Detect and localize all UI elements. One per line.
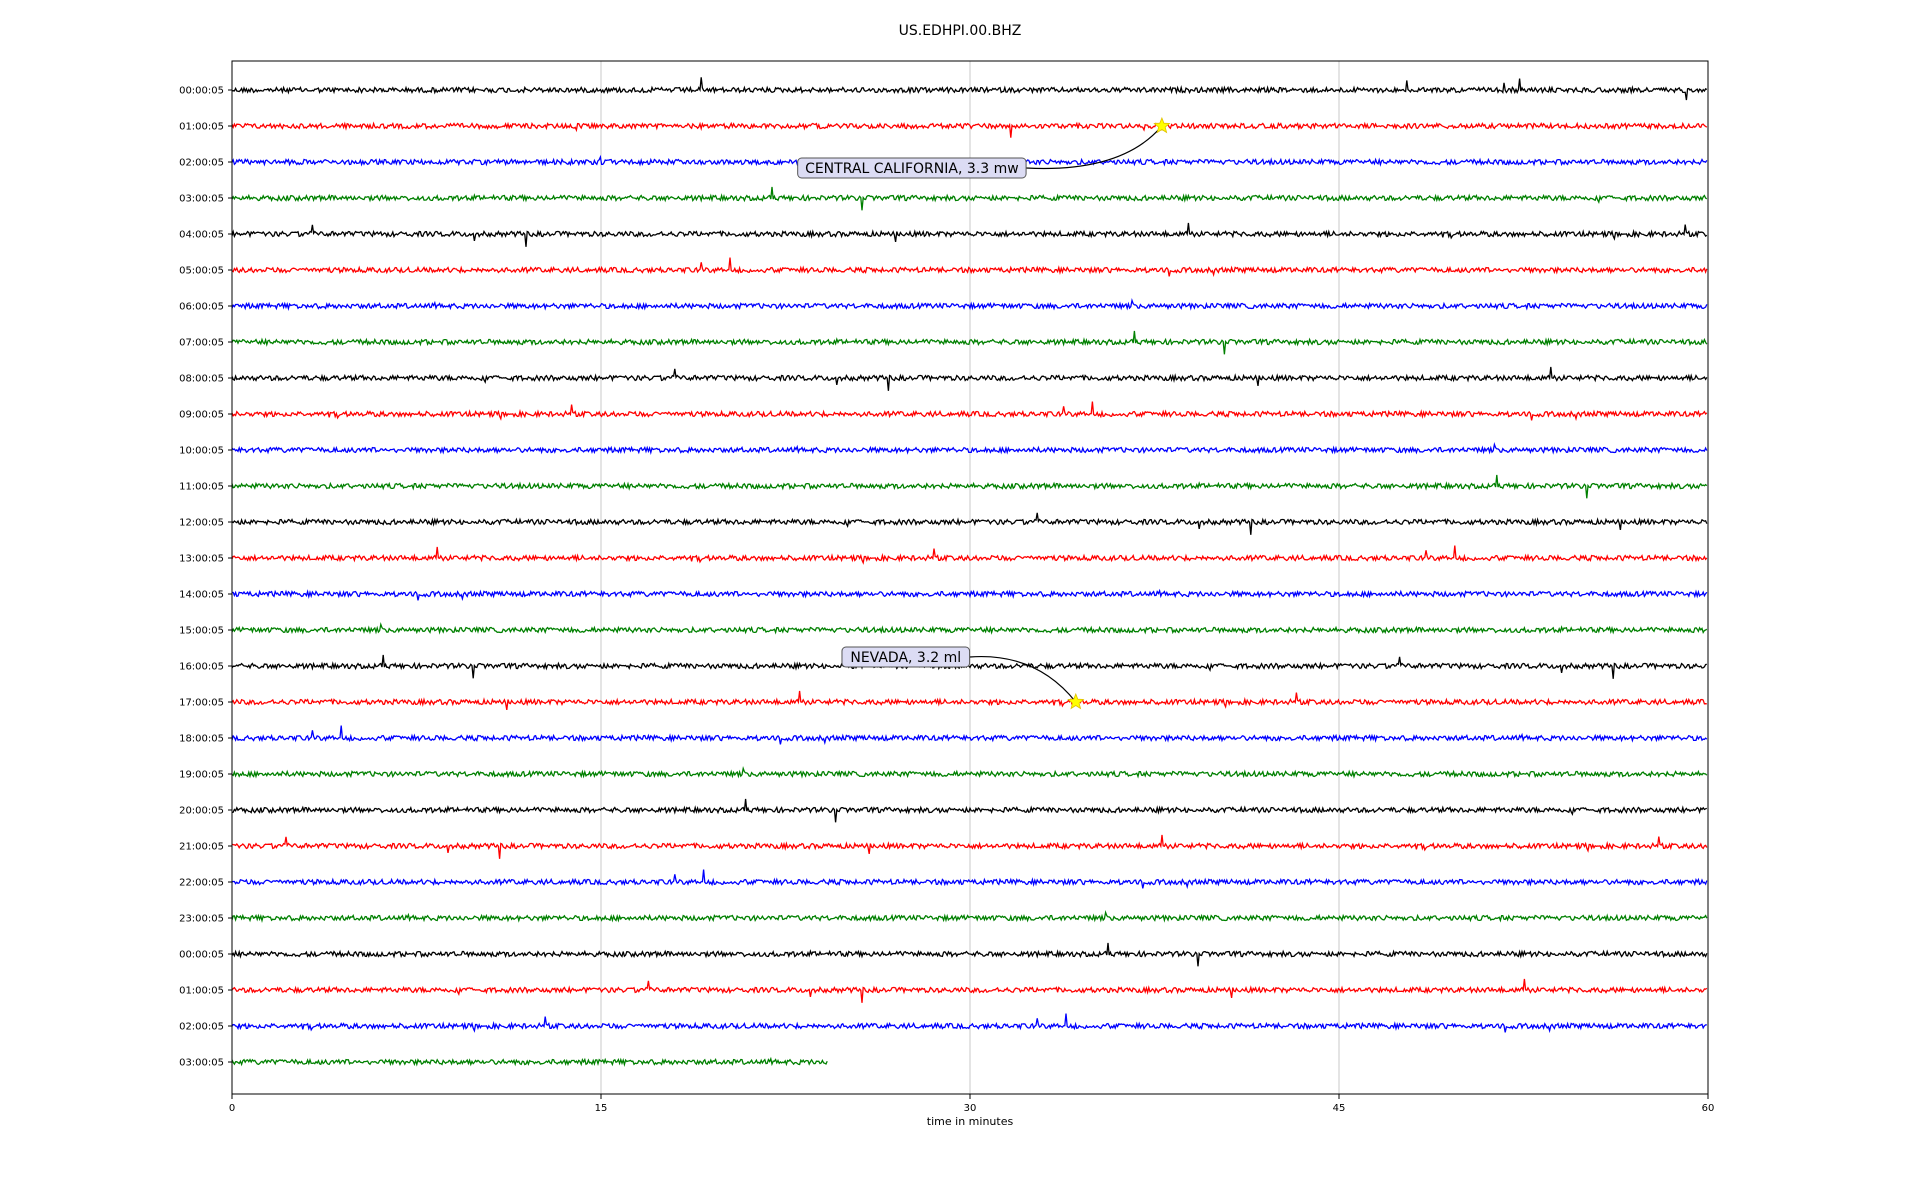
row-time-label: 08:00:05 (179, 374, 224, 385)
row-time-label: 07:00:05 (179, 338, 224, 349)
row-time-label: 02:00:05 (179, 158, 224, 169)
trace-row (231, 909, 1708, 923)
x-tick-label: 15 (595, 1103, 608, 1114)
row-time-label: 18:00:05 (179, 734, 224, 745)
row-time-label: 21:00:05 (179, 842, 224, 853)
row-time-label: 06:00:05 (179, 302, 224, 313)
trace-row (231, 978, 1708, 1003)
trace-row (231, 121, 1708, 138)
event-markers: CENTRAL CALIFORNIA, 3.3 mw NEVADA, 3.2 ml (797, 116, 1171, 710)
row-time-label: 19:00:05 (179, 770, 224, 781)
trace-row (231, 441, 1708, 455)
x-tick-label: 60 (1702, 1103, 1715, 1114)
annotation-leader (969, 655, 1077, 703)
trace-row (231, 1013, 1707, 1034)
row-time-label: 02:00:05 (179, 1022, 224, 1033)
trace-row (231, 654, 1707, 679)
row-time-label: 22:00:05 (179, 878, 224, 889)
trace-row (231, 765, 1708, 779)
event-label: NEVADA, 3.2 ml (850, 650, 961, 666)
trace-row (231, 222, 1708, 247)
row-time-labels: 00:00:05 01:00:05 02:00:05 03:00:05 04:00:05… (179, 86, 232, 1069)
annotation-leader (1026, 125, 1163, 170)
event-label: CENTRAL CALIFORNIA, 3.3 mw (805, 161, 1019, 177)
grid-lines (600, 61, 1340, 1094)
trace-row (231, 297, 1708, 311)
x-tick-label: 45 (1333, 1103, 1346, 1114)
trace-row (231, 512, 1708, 535)
row-time-label: 17:00:05 (179, 698, 224, 709)
row-time-label: 01:00:05 (179, 122, 224, 133)
trace-row (231, 1056, 828, 1067)
row-time-label: 09:00:05 (179, 410, 224, 421)
row-time-label: 00:00:05 (179, 86, 224, 97)
x-axis-label: time in minutes (927, 1115, 1014, 1128)
trace-row (231, 330, 1708, 355)
trace-row (231, 186, 1708, 211)
x-axis-ticks: 0 15 30 45 60 (229, 1094, 1715, 1114)
row-time-label: 23:00:05 (179, 914, 224, 925)
trace-row (231, 257, 1708, 278)
row-time-label: 03:00:05 (179, 1058, 224, 1069)
annotation-box (797, 157, 1027, 179)
row-time-label: 01:00:05 (179, 986, 224, 997)
trace-row (231, 869, 1708, 890)
trace-row (231, 621, 1708, 635)
trace-row (231, 690, 1707, 711)
trace-row (231, 725, 1708, 746)
trace-row (231, 798, 1708, 823)
row-time-label: 12:00:05 (179, 518, 224, 529)
row-time-label: 14:00:05 (179, 590, 224, 601)
row-time-label: 13:00:05 (179, 554, 224, 565)
chart-title: US.EDHPI.00.BHZ (899, 23, 1022, 39)
x-tick-label: 30 (964, 1103, 977, 1114)
trace-row (231, 588, 1708, 602)
row-time-label: 04:00:05 (179, 230, 224, 241)
row-time-label: 00:00:05 (179, 950, 224, 961)
row-time-label: 10:00:05 (179, 446, 224, 457)
row-time-label: 05:00:05 (179, 266, 224, 277)
trace-row (231, 545, 1708, 565)
event-star (1153, 116, 1171, 134)
trace-group (231, 77, 1708, 1067)
x-tick-label: 0 (229, 1103, 235, 1114)
row-time-label: 11:00:05 (179, 482, 224, 493)
trace-row (231, 942, 1708, 967)
trace-row (231, 366, 1708, 391)
trace-row (231, 77, 1708, 101)
trace-row (231, 834, 1708, 859)
event-star (1067, 692, 1085, 710)
row-time-label: 15:00:05 (179, 626, 224, 637)
row-time-label: 20:00:05 (179, 806, 224, 817)
trace-row (231, 474, 1708, 499)
annotation-box (841, 646, 971, 668)
row-time-label: 03:00:05 (179, 194, 224, 205)
row-time-label: 16:00:05 (179, 662, 224, 673)
trace-row (231, 401, 1708, 422)
